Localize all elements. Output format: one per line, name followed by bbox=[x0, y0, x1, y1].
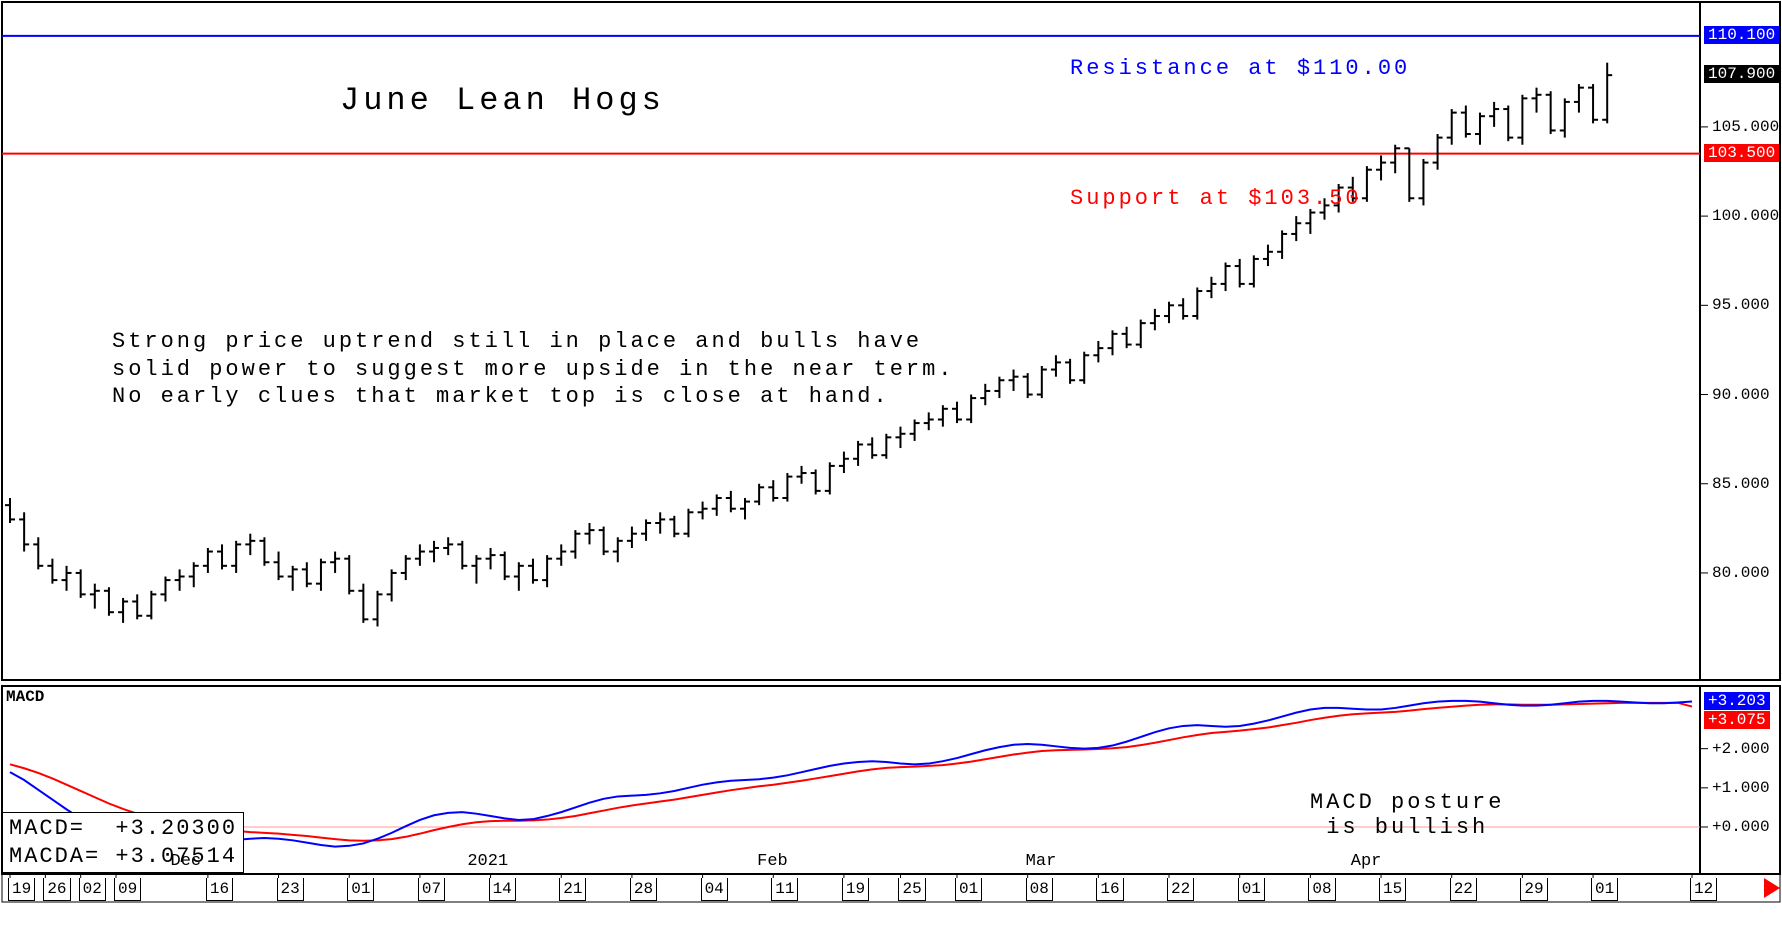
price-axis-tick: 95.000 bbox=[1712, 296, 1770, 314]
x-axis-minor: 08 bbox=[1308, 878, 1335, 901]
macd-posture-text: MACD posture is bullish bbox=[1310, 790, 1504, 840]
x-axis-minor: 11 bbox=[771, 878, 798, 901]
price-axis-tick: 80.000 bbox=[1712, 564, 1770, 582]
commentary-text: Strong price uptrend still in place and … bbox=[112, 328, 955, 411]
x-axis-minor: 01 bbox=[1238, 878, 1265, 901]
price-axis-tick: 105.000 bbox=[1712, 118, 1779, 136]
macd-panel-title: MACD bbox=[6, 688, 44, 706]
x-axis-minor: 01 bbox=[1591, 878, 1618, 901]
x-axis-minor: 01 bbox=[955, 878, 982, 901]
x-axis-minor: 16 bbox=[1096, 878, 1123, 901]
x-axis-minor: 15 bbox=[1379, 878, 1406, 901]
macd-flag: +3.075 bbox=[1704, 711, 1770, 729]
macd-axis-tick: +1.000 bbox=[1712, 779, 1770, 797]
price-flag: 107.900 bbox=[1704, 65, 1779, 83]
x-axis-minor: 04 bbox=[701, 878, 728, 901]
macd-flag: +3.203 bbox=[1704, 692, 1770, 710]
x-axis-major: 2021 bbox=[467, 852, 508, 871]
x-axis-minor: 29 bbox=[1520, 878, 1547, 901]
x-axis-minor: 26 bbox=[43, 878, 70, 901]
macd-axis-tick: +2.000 bbox=[1712, 740, 1770, 758]
scroll-right-arrow[interactable] bbox=[1764, 878, 1780, 898]
x-axis-minor: 16 bbox=[206, 878, 233, 901]
chart-title: June Lean Hogs bbox=[340, 82, 665, 119]
x-axis-minor: 01 bbox=[347, 878, 374, 901]
x-axis-minor: 19 bbox=[842, 878, 869, 901]
x-axis-minor: 19 bbox=[8, 878, 35, 901]
x-axis-minor: 09 bbox=[114, 878, 141, 901]
x-axis-minor: 08 bbox=[1026, 878, 1053, 901]
macd-axis-tick: +0.000 bbox=[1712, 818, 1770, 836]
resistance-label: Resistance at $110.00 bbox=[1070, 56, 1410, 81]
x-axis-minor: 07 bbox=[418, 878, 445, 901]
price-axis-tick: 85.000 bbox=[1712, 475, 1770, 493]
price-flag: 103.500 bbox=[1704, 144, 1779, 162]
x-axis-minor: 02 bbox=[79, 878, 106, 901]
x-axis-minor: 14 bbox=[489, 878, 516, 901]
x-axis-minor: 21 bbox=[559, 878, 586, 901]
x-axis-major: Dec bbox=[171, 852, 202, 871]
price-axis-tick: 90.000 bbox=[1712, 386, 1770, 404]
x-axis-minor: 22 bbox=[1450, 878, 1477, 901]
x-axis-major: Mar bbox=[1026, 852, 1057, 871]
macd-readout: MACD= +3.20300 MACDA= +3.07514 bbox=[2, 812, 244, 873]
x-axis-minor: 22 bbox=[1167, 878, 1194, 901]
price-axis-tick: 100.000 bbox=[1712, 207, 1779, 225]
x-axis-major: Apr bbox=[1351, 852, 1382, 871]
price-flag: 110.100 bbox=[1704, 26, 1779, 44]
x-axis-minor: 23 bbox=[277, 878, 304, 901]
x-axis-major: Feb bbox=[757, 852, 788, 871]
support-label: Support at $103.50 bbox=[1070, 186, 1362, 211]
x-axis-minor: 25 bbox=[898, 878, 925, 901]
x-axis-minor: 12 bbox=[1690, 878, 1717, 901]
x-axis-minor: 28 bbox=[630, 878, 657, 901]
